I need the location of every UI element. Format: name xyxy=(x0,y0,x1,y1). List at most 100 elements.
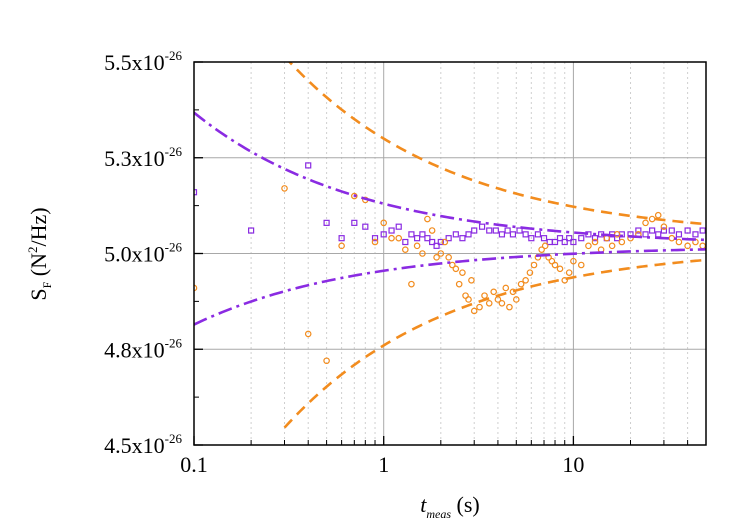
data-point-square xyxy=(419,231,426,238)
y-tick-exponent: -26 xyxy=(165,240,183,255)
data-point-square xyxy=(380,231,387,238)
data-point-square xyxy=(402,238,409,246)
data-point-circle xyxy=(481,292,488,299)
y-axis-title-sup: 2 xyxy=(25,246,40,253)
data-point-circle xyxy=(338,242,345,250)
data-point-circle xyxy=(449,261,456,269)
data-point-square xyxy=(649,227,656,234)
x-tick-label: 0.1 xyxy=(180,452,208,477)
data-point-square xyxy=(578,235,585,242)
data-point-circle xyxy=(512,296,520,303)
envelope-line xyxy=(283,258,706,429)
data-point-square xyxy=(452,231,459,238)
data-point-circle xyxy=(561,277,569,284)
data-point-square xyxy=(323,219,330,226)
data-point-square xyxy=(528,235,535,242)
data-point-square xyxy=(445,235,452,242)
data-point-square xyxy=(471,227,478,234)
data-point-square xyxy=(408,231,415,238)
x-axis-title-unit: (s) xyxy=(451,492,480,517)
y-axis-title-close: /Hz) xyxy=(26,207,51,246)
data-point-circle xyxy=(465,296,472,303)
data-point-square xyxy=(692,231,699,238)
data-point-circle xyxy=(684,242,691,250)
data-point-square xyxy=(668,227,675,234)
data-point-square xyxy=(684,227,691,234)
data-point-circle xyxy=(530,261,538,269)
data-point-circle xyxy=(402,246,409,253)
data-point-square xyxy=(498,231,506,238)
data-point-circle xyxy=(591,238,599,246)
ticks: 0.1 1 104.5x10-264.8x10-265.0x10-265.3x10-… xyxy=(104,48,689,477)
data-point-circle xyxy=(577,261,585,269)
data-point-circle xyxy=(408,280,415,288)
x-axis-title: tmeas (s) xyxy=(420,492,480,521)
data-point-square xyxy=(551,238,559,246)
data-point-square xyxy=(371,235,379,242)
data-point-square xyxy=(486,227,493,234)
grid xyxy=(193,62,706,445)
data-point-circle xyxy=(437,250,445,257)
data-point-square xyxy=(478,223,486,230)
y-tick-label: 4.5x10-26 xyxy=(104,431,182,458)
data-point-circle xyxy=(699,242,706,250)
data-point-circle xyxy=(668,234,676,242)
y-tick-exponent: -26 xyxy=(165,431,183,446)
data-point-circle xyxy=(428,227,436,234)
y-tick-mantissa: 4.5x10 xyxy=(104,433,165,458)
data-point-circle xyxy=(395,234,403,242)
y-tick-exponent: -26 xyxy=(165,144,183,159)
y-tick-mantissa: 5.3x10 xyxy=(104,146,165,171)
data-point-circle xyxy=(295,48,300,53)
data-point-circle xyxy=(388,234,395,242)
data-point-square xyxy=(660,227,668,234)
data-point-circle xyxy=(445,254,452,261)
data-point-circle xyxy=(323,357,330,365)
y-tick-label: 5.5x10-26 xyxy=(104,48,182,75)
data-point-circle xyxy=(468,277,475,284)
data-point-square xyxy=(351,219,358,226)
data-point-circle xyxy=(380,219,388,227)
y-axis-title-sub: F xyxy=(40,281,54,288)
data-point-circle xyxy=(608,242,616,250)
y-tick-exponent: -26 xyxy=(165,335,183,350)
data-point-circle xyxy=(490,288,497,296)
data-point-square xyxy=(248,227,255,234)
data-point-square xyxy=(305,162,312,169)
data-point-circle xyxy=(452,265,460,273)
x-axis-title-main: t xyxy=(420,492,427,517)
data-point-square xyxy=(699,227,706,234)
data-point-square xyxy=(522,231,529,238)
data-point-circle xyxy=(351,192,358,200)
data-point-square xyxy=(429,238,436,246)
data-point-circle xyxy=(424,215,431,223)
y-tick-mantissa: 5.5x10 xyxy=(104,50,165,75)
data-point-circle xyxy=(642,219,649,227)
data-point-circle xyxy=(541,242,549,250)
data-point-square xyxy=(395,223,402,230)
data-point-circle xyxy=(476,303,483,311)
data-point-square xyxy=(492,227,499,234)
x-tick-label: 1 xyxy=(378,452,389,477)
data-point-square xyxy=(556,235,564,242)
data-point-circle xyxy=(281,185,288,192)
y-tick-exponent: -26 xyxy=(165,48,183,63)
data-point-square xyxy=(465,231,472,238)
data-point-square xyxy=(509,231,517,238)
x-tick-label: 10 xyxy=(562,452,584,477)
y-tick-label: 5.3x10-26 xyxy=(104,144,182,171)
data-point-circle xyxy=(506,303,513,311)
data-point-circle xyxy=(660,223,668,230)
y-tick-label: 5.0x10-26 xyxy=(104,240,182,267)
data-point-square xyxy=(424,235,431,242)
data-point-circle xyxy=(538,246,545,253)
data-point-square xyxy=(504,227,511,234)
y-axis-title-open: (N xyxy=(26,253,51,282)
data-point-square xyxy=(194,189,198,196)
data-point-square xyxy=(566,235,573,242)
envelope-line xyxy=(194,248,706,326)
data-point-square xyxy=(642,231,649,238)
data-point-square xyxy=(614,235,621,242)
data-point-square xyxy=(433,242,440,249)
data-point-square xyxy=(570,238,577,246)
